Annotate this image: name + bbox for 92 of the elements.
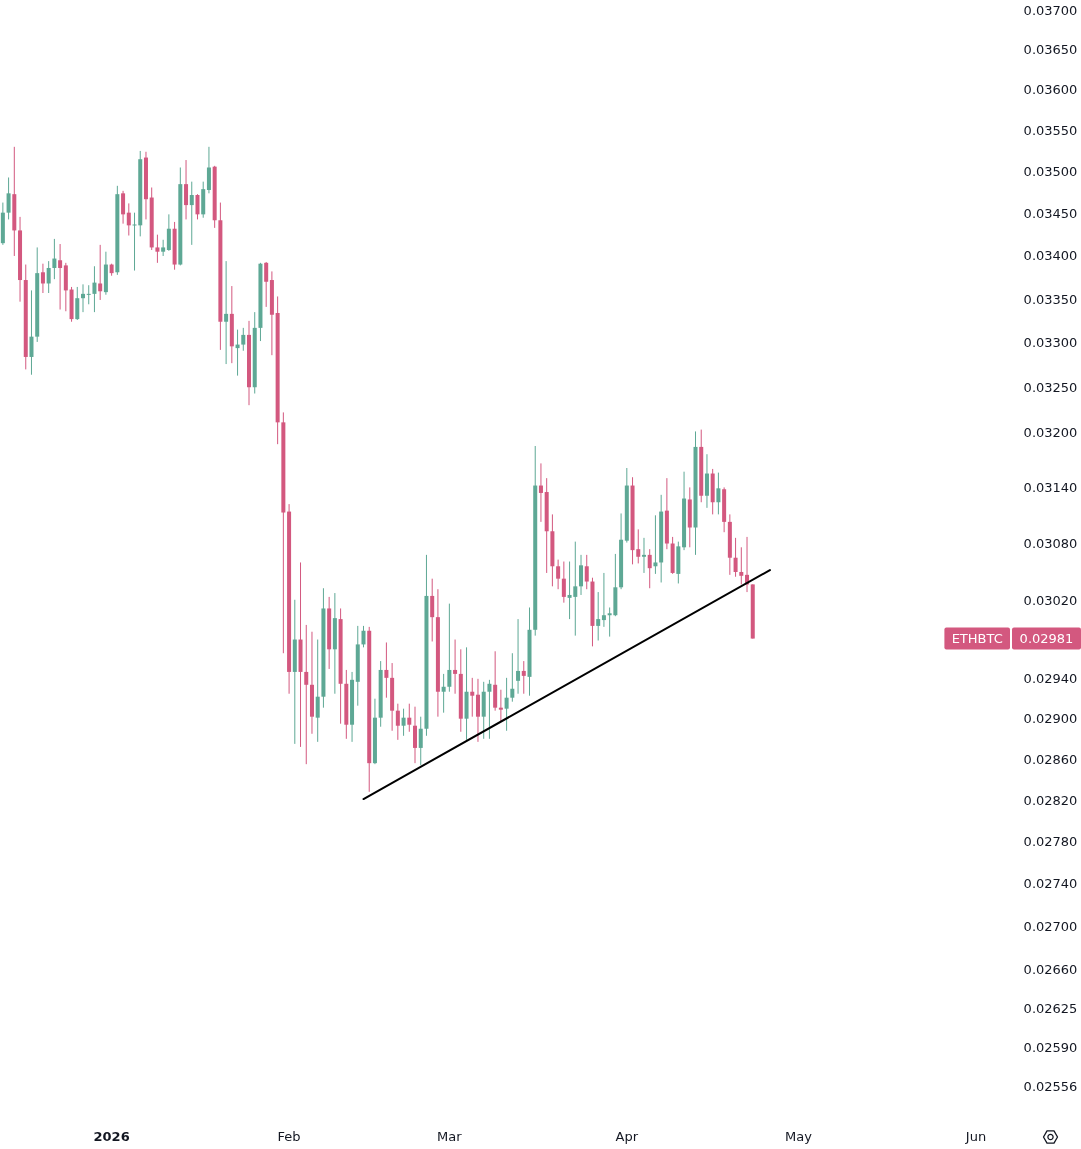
candlestick [395, 703, 400, 741]
x-tick-label: Mar [437, 1128, 463, 1144]
candlestick [413, 706, 418, 764]
candlestick [475, 678, 480, 743]
candlestick [92, 265, 97, 313]
y-tick-label: 0.03200 [1023, 424, 1078, 440]
candlestick [161, 239, 166, 257]
y-tick-label: 0.02625 [1023, 1001, 1078, 1017]
y-tick-label: 0.03550 [1023, 122, 1078, 138]
candlestick [447, 603, 452, 693]
y-tick-label: 0.03650 [1023, 42, 1078, 58]
y-tick-label: 0.02660 [1023, 962, 1078, 978]
candlestick [538, 462, 543, 523]
y-tick-label: 0.03020 [1023, 593, 1078, 609]
y-tick-label: 0.03140 [1023, 479, 1078, 495]
candlestick [510, 652, 515, 703]
candlestick [81, 283, 86, 313]
candlestick [504, 677, 509, 732]
y-tick-label: 0.02700 [1023, 919, 1078, 935]
candlestick [430, 578, 435, 642]
y-tick-label: 0.03080 [1023, 536, 1078, 552]
candlestick [155, 234, 160, 264]
text: 0.02981 [1019, 631, 1074, 647]
y-tick-label: 0.02740 [1023, 876, 1078, 892]
candlestick [521, 660, 526, 695]
candlestick [470, 677, 475, 718]
candlestick [596, 591, 601, 642]
y-tick-label: 0.02940 [1023, 671, 1078, 687]
y-tick-label: 0.02780 [1023, 834, 1078, 850]
y-tick-label: 0.03700 [1023, 2, 1078, 18]
candlestick [453, 639, 458, 695]
y-tick-label: 0.03400 [1023, 248, 1078, 264]
candlestick [304, 624, 309, 765]
candlestick [653, 514, 658, 575]
candlestick [98, 244, 103, 301]
x-tick-label: Jun [964, 1128, 987, 1144]
candlestick [441, 673, 446, 714]
candlestick [407, 703, 412, 733]
candlestick [206, 146, 211, 194]
candlestick [166, 213, 171, 252]
candlestick [401, 708, 406, 737]
candlestick [361, 625, 366, 648]
candlestick [704, 453, 709, 509]
candlestick [315, 639, 320, 743]
candlestick [418, 716, 423, 766]
candlestick [121, 190, 126, 225]
y-tick-label: 0.03500 [1023, 164, 1078, 180]
x-tick-label: Feb [277, 1128, 301, 1144]
y-tick-label: 0.03450 [1023, 206, 1078, 222]
candlestick [184, 159, 189, 220]
y-tick-label: 0.02900 [1023, 711, 1078, 727]
candlestick [384, 641, 389, 699]
candlestick [224, 260, 229, 365]
candlestick [641, 537, 646, 574]
candlestick [86, 284, 91, 305]
candlestick [6, 176, 11, 220]
candlestick [29, 289, 34, 376]
y-tick-label: 0.03350 [1023, 291, 1078, 307]
annotation: ETHBTC [951, 631, 1003, 647]
candlestick [75, 286, 80, 321]
y-tick-label: 0.03300 [1023, 335, 1078, 351]
candlestick [241, 327, 246, 352]
x-tick-label: 2026 [93, 1128, 130, 1144]
candlestick [264, 261, 269, 308]
candlestick [46, 260, 51, 294]
candlestick [579, 554, 584, 596]
candlestick [647, 548, 652, 589]
candlestick [556, 559, 561, 590]
y-tick-label: 0.03250 [1023, 379, 1078, 395]
candlestick [584, 554, 589, 590]
candlestick [561, 561, 566, 604]
candlestick [716, 472, 721, 515]
candlestick [40, 263, 45, 294]
x-tick-label: Apr [615, 1128, 639, 1144]
y-tick-label: 0.03600 [1023, 82, 1078, 98]
candlestick [195, 193, 200, 220]
candlestick [516, 618, 521, 695]
candlestick [52, 238, 57, 280]
candlestick [739, 546, 744, 585]
candlestick [601, 572, 606, 628]
candlestick [498, 689, 503, 723]
candlestick [58, 243, 63, 311]
y-tick-label: 0.02556 [1023, 1078, 1078, 1094]
candlestick [189, 181, 194, 246]
x-tick-label: May [785, 1128, 813, 1144]
candlestick [733, 537, 738, 578]
candlestick [493, 650, 498, 712]
candlestick [487, 679, 492, 740]
candlestick [126, 202, 131, 237]
y-tick-label: 0.02820 [1023, 792, 1078, 808]
y-tick-label: 0.02590 [1023, 1040, 1078, 1056]
y-tick-label: 0.02860 [1023, 751, 1078, 767]
